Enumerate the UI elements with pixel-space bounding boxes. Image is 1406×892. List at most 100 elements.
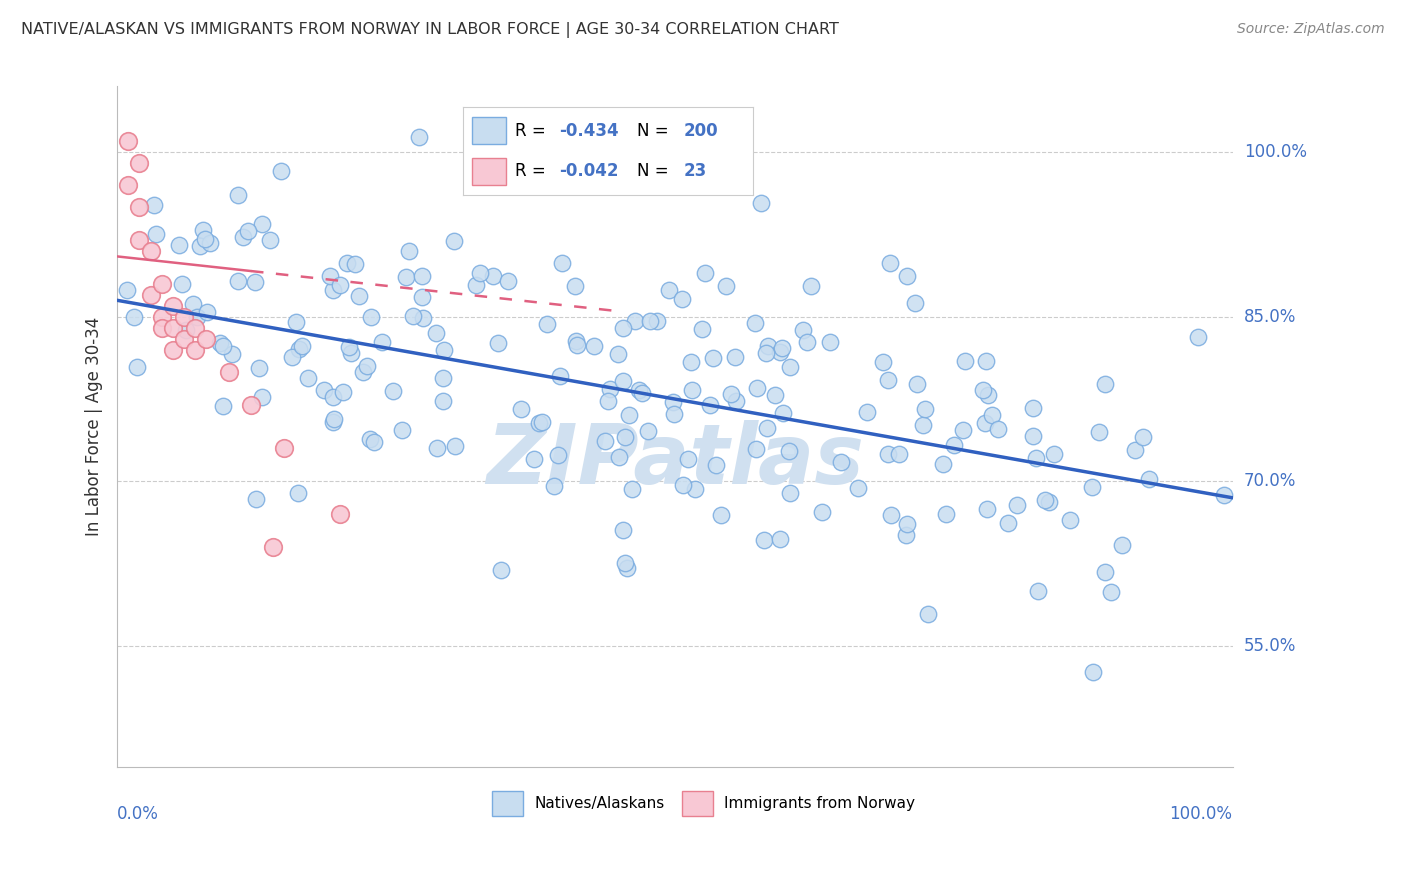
- Point: [627, 383, 650, 397]
- Text: Immigrants from Norway: Immigrants from Norway: [724, 796, 915, 811]
- Point: [1043, 447, 1066, 461]
- Y-axis label: In Labor Force | Age 30-34: In Labor Force | Age 30-34: [86, 317, 103, 536]
- Point: [270, 164, 292, 178]
- Point: [770, 341, 793, 355]
- Point: [208, 336, 231, 351]
- Point: [195, 332, 218, 346]
- Point: [181, 297, 204, 311]
- Point: [972, 383, 994, 397]
- Point: [905, 376, 928, 391]
- Point: [527, 416, 550, 430]
- Point: [1059, 513, 1081, 527]
- Point: [464, 278, 486, 293]
- Text: 100.0%: 100.0%: [1244, 144, 1306, 161]
- Point: [285, 315, 308, 329]
- Point: [122, 310, 145, 324]
- Point: [162, 299, 184, 313]
- Point: [772, 406, 794, 420]
- Point: [128, 233, 150, 247]
- Point: [616, 561, 638, 575]
- Point: [247, 360, 270, 375]
- Point: [115, 284, 138, 298]
- Point: [240, 398, 263, 412]
- Point: [980, 408, 1002, 422]
- Point: [690, 322, 713, 336]
- Point: [624, 314, 647, 328]
- Point: [443, 234, 465, 248]
- Text: 85.0%: 85.0%: [1244, 308, 1296, 326]
- Point: [531, 416, 554, 430]
- Point: [778, 444, 800, 458]
- Point: [381, 384, 404, 399]
- Point: [564, 279, 586, 293]
- Point: [617, 408, 640, 422]
- Point: [943, 438, 966, 452]
- Point: [432, 394, 454, 409]
- Point: [631, 386, 654, 401]
- Point: [252, 390, 274, 404]
- Point: [745, 442, 768, 457]
- Point: [699, 398, 721, 412]
- Point: [332, 385, 354, 400]
- Point: [433, 343, 456, 357]
- Point: [510, 402, 533, 417]
- Point: [749, 195, 772, 210]
- Point: [879, 256, 901, 270]
- Point: [710, 508, 733, 522]
- Point: [412, 311, 434, 326]
- Point: [911, 417, 934, 432]
- Point: [150, 277, 173, 291]
- Point: [952, 423, 974, 437]
- Point: [117, 178, 139, 193]
- Point: [536, 318, 558, 332]
- Point: [173, 310, 195, 324]
- Point: [693, 267, 716, 281]
- Point: [706, 458, 728, 473]
- Point: [174, 323, 197, 337]
- Point: [756, 339, 779, 353]
- Point: [322, 390, 344, 404]
- Text: 100.0%: 100.0%: [1170, 805, 1233, 823]
- Point: [402, 310, 425, 324]
- Point: [329, 277, 352, 292]
- Point: [1213, 488, 1236, 502]
- Point: [139, 288, 162, 302]
- Point: [752, 533, 775, 547]
- Point: [172, 277, 194, 291]
- Point: [756, 421, 779, 435]
- Point: [371, 335, 394, 350]
- Point: [645, 314, 668, 328]
- Point: [411, 269, 433, 284]
- Point: [319, 268, 342, 283]
- Point: [887, 447, 910, 461]
- Point: [211, 399, 233, 413]
- Point: [336, 256, 359, 270]
- Point: [612, 523, 634, 537]
- Point: [658, 283, 681, 297]
- Point: [162, 320, 184, 334]
- Point: [329, 508, 352, 522]
- Point: [714, 278, 737, 293]
- Point: [273, 442, 295, 456]
- Point: [1083, 665, 1105, 680]
- Point: [769, 345, 792, 359]
- Point: [662, 408, 685, 422]
- Point: [1137, 472, 1160, 486]
- Text: 55.0%: 55.0%: [1244, 637, 1296, 655]
- Point: [914, 402, 936, 417]
- Text: 70.0%: 70.0%: [1244, 473, 1296, 491]
- Point: [779, 485, 801, 500]
- Point: [169, 238, 191, 252]
- Point: [976, 501, 998, 516]
- Point: [810, 505, 832, 519]
- Point: [917, 607, 939, 621]
- Point: [681, 383, 703, 397]
- Point: [359, 432, 381, 446]
- Point: [582, 339, 605, 353]
- Point: [820, 335, 842, 350]
- Point: [340, 346, 363, 360]
- Point: [662, 395, 685, 409]
- Point: [391, 423, 413, 437]
- Point: [792, 323, 814, 337]
- Point: [117, 134, 139, 148]
